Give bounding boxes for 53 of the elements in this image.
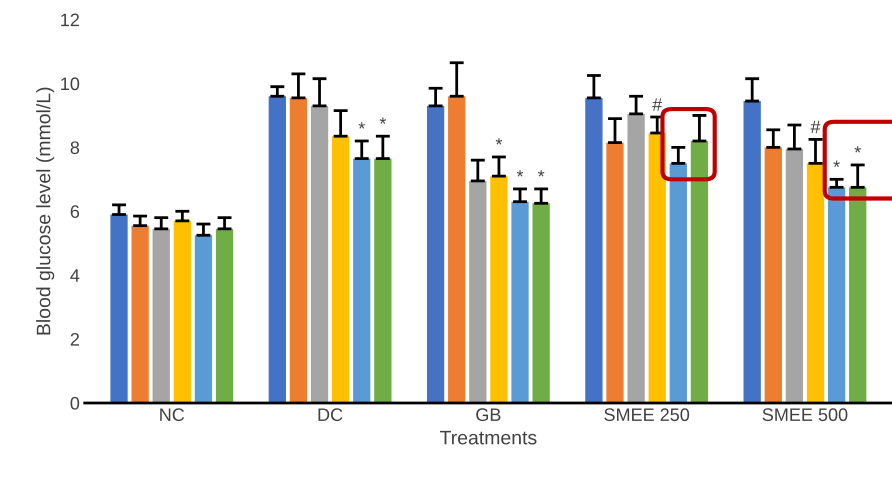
bar xyxy=(627,114,645,403)
data-label: # xyxy=(652,98,662,111)
bar xyxy=(290,98,308,403)
bar xyxy=(353,158,370,403)
y-tick-label: 0 xyxy=(70,396,80,410)
bar xyxy=(374,158,392,403)
data-label: * xyxy=(516,170,524,177)
x-tick-label: GB xyxy=(476,408,500,422)
data-label: * xyxy=(496,138,502,145)
data-label: * xyxy=(358,122,365,129)
bar xyxy=(448,96,466,403)
y-tick-label: 12 xyxy=(61,14,79,26)
bar xyxy=(532,203,550,403)
data-label: * xyxy=(833,160,840,167)
bar xyxy=(828,187,846,403)
bar xyxy=(152,228,170,403)
bar xyxy=(585,98,603,403)
bar xyxy=(786,148,804,403)
bar xyxy=(806,163,824,403)
bar xyxy=(216,228,234,403)
bar xyxy=(606,142,624,403)
bar xyxy=(648,133,666,403)
bar xyxy=(426,106,444,403)
x-axis-title: Treatments xyxy=(440,430,536,444)
x-tick-label: SMEE 250 xyxy=(604,408,690,422)
data-label: * xyxy=(854,146,861,153)
bar xyxy=(511,202,529,403)
y-tick-label: 6 xyxy=(70,205,80,218)
x-tick-label: DC xyxy=(318,408,342,422)
x-tick-label: NC xyxy=(160,408,184,422)
data-label: # xyxy=(810,120,820,134)
bar xyxy=(690,140,708,403)
y-axis-title: Blood glucose level (mmol/L) xyxy=(36,88,54,334)
bar xyxy=(490,176,508,403)
y-tick-label: 10 xyxy=(61,77,80,90)
y-tick-label: 4 xyxy=(70,269,80,282)
x-tick-label: SMEE 500 xyxy=(762,408,848,422)
bar xyxy=(110,214,128,403)
y-tick-label: 2 xyxy=(70,332,79,346)
data-label: * xyxy=(538,170,544,177)
bar xyxy=(849,187,866,403)
data-label: * xyxy=(380,117,386,124)
bar xyxy=(670,163,687,403)
bar xyxy=(174,220,192,403)
bar xyxy=(332,136,350,403)
bar xyxy=(469,180,486,403)
bar xyxy=(764,147,782,403)
bar xyxy=(268,96,286,403)
bar xyxy=(744,101,761,403)
bar xyxy=(310,106,328,403)
bar xyxy=(194,235,212,403)
y-tick-label: 8 xyxy=(70,141,80,154)
bar xyxy=(131,226,149,403)
